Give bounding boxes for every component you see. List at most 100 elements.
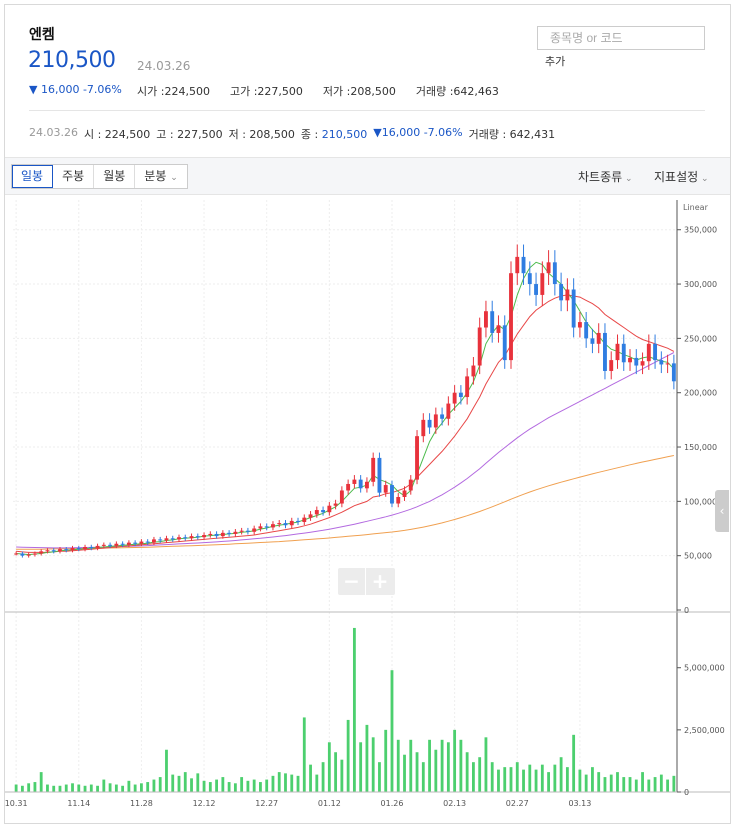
date-tick-label: 03.13 bbox=[568, 799, 591, 808]
candle-down bbox=[170, 538, 175, 540]
date-tick-label: 10.31 bbox=[5, 799, 28, 808]
volume-bar bbox=[340, 759, 344, 792]
candle-up bbox=[352, 479, 357, 484]
volume-bar bbox=[503, 767, 507, 792]
candle-down bbox=[264, 526, 269, 528]
volume-bar bbox=[190, 778, 193, 792]
volume-bar bbox=[547, 772, 550, 792]
zoom-out-button[interactable]: − bbox=[338, 568, 366, 595]
candle-up bbox=[101, 544, 106, 546]
candle-up bbox=[289, 520, 294, 526]
candle-up bbox=[126, 542, 131, 545]
candle-up bbox=[465, 376, 470, 398]
volume-bar bbox=[127, 780, 131, 792]
volume-bar bbox=[58, 785, 62, 792]
volume-bar bbox=[609, 774, 613, 792]
volume-bar bbox=[158, 777, 162, 792]
stock-search-input[interactable] bbox=[538, 27, 704, 49]
candle-up bbox=[152, 539, 156, 543]
candle-down bbox=[89, 546, 94, 549]
volume-bar bbox=[403, 754, 406, 792]
candle-down bbox=[653, 343, 658, 361]
candle-down bbox=[133, 542, 138, 544]
volume-bar bbox=[89, 784, 93, 792]
indicator-settings-menu[interactable]: 지표설정 ⌄ bbox=[654, 170, 709, 184]
candle-up bbox=[83, 546, 87, 550]
volume-bar bbox=[46, 784, 49, 792]
tab-weekly[interactable]: 주봉 bbox=[53, 165, 95, 188]
volume-bar bbox=[478, 757, 482, 792]
volume-bar bbox=[146, 782, 150, 792]
candle-up bbox=[628, 357, 632, 363]
volume-bar bbox=[265, 779, 269, 792]
volume-bar bbox=[296, 775, 300, 792]
date-tick-label: 02.13 bbox=[443, 799, 466, 808]
volume-bar bbox=[315, 774, 319, 792]
volume-bar bbox=[597, 772, 601, 792]
candle-up bbox=[640, 361, 645, 366]
price-tick-label: 0 bbox=[684, 606, 689, 615]
summary-close: 종 : 210,500 bbox=[300, 128, 368, 141]
summary-low: 저 : 208,500 bbox=[228, 128, 295, 141]
volume-bar bbox=[121, 785, 125, 792]
volume-bar bbox=[202, 780, 206, 792]
candle-down bbox=[490, 311, 495, 333]
date-tick-label: 01.26 bbox=[381, 799, 404, 808]
candle-up bbox=[408, 479, 413, 491]
chevron-left-icon: ‹ bbox=[719, 504, 725, 518]
tab-monthly[interactable]: 월봉 bbox=[94, 165, 136, 188]
volume-bar bbox=[177, 775, 181, 792]
volume-bar bbox=[327, 742, 331, 792]
candle-up bbox=[615, 343, 620, 361]
volume-bar bbox=[453, 729, 457, 792]
volume-bar bbox=[396, 739, 400, 792]
tab-minute[interactable]: 분봉 ⌄ bbox=[144, 169, 178, 183]
chart-type-menu[interactable]: 차트종류 ⌄ bbox=[578, 170, 633, 184]
candle-up bbox=[95, 545, 100, 549]
add-stock-link[interactable]: 추가 bbox=[545, 55, 566, 68]
volume-bar bbox=[102, 779, 106, 792]
candle-up bbox=[308, 514, 313, 518]
volume-bar bbox=[528, 764, 532, 792]
volume-bar bbox=[64, 784, 68, 792]
volume-bar bbox=[290, 774, 294, 792]
volume-bar bbox=[409, 739, 413, 792]
price-tick-label: 150,000 bbox=[684, 443, 717, 452]
candle-up bbox=[258, 526, 263, 529]
zoom-in-button[interactable]: + bbox=[371, 569, 389, 593]
volume-bar bbox=[440, 739, 444, 792]
summary-open: 시 : 224,500 bbox=[83, 128, 151, 141]
price-date: 24.03.26 bbox=[137, 59, 191, 73]
volume-bar bbox=[114, 784, 118, 792]
candle-down bbox=[559, 284, 564, 301]
candle-up bbox=[277, 523, 282, 525]
candle-down bbox=[195, 536, 200, 538]
summary-volume: 거래량 : 642,431 bbox=[468, 128, 556, 141]
price-tick-label: 250,000 bbox=[684, 334, 717, 343]
tab-daily[interactable]: 일봉 bbox=[12, 165, 54, 188]
stock-chart-svg[interactable]: Linear 350,000 300,000 250,000 200,000 150,0… bbox=[5, 196, 730, 824]
candle-up bbox=[540, 273, 545, 295]
divider bbox=[29, 110, 705, 111]
date-tick-label: 02.27 bbox=[506, 799, 529, 808]
candle-up bbox=[515, 256, 520, 274]
volume-bar bbox=[96, 785, 99, 792]
volume-bar bbox=[553, 764, 557, 792]
panel-toggle-handle[interactable]: ‹ bbox=[715, 490, 729, 532]
ma120-line bbox=[16, 455, 675, 550]
volume-bar bbox=[371, 737, 375, 792]
candle-up bbox=[339, 490, 344, 504]
volume-bar bbox=[183, 772, 187, 792]
stock-search-box[interactable] bbox=[537, 26, 705, 50]
volume-tick-label: 0 bbox=[684, 788, 689, 797]
candle-up bbox=[446, 403, 451, 419]
chart-area[interactable]: Linear 350,000 300,000 250,000 200,000 150,0… bbox=[5, 196, 730, 824]
candle-up bbox=[271, 524, 275, 528]
candle-up bbox=[314, 510, 319, 515]
volume-bar bbox=[603, 777, 607, 792]
volume-bar bbox=[165, 749, 168, 792]
candle-up bbox=[609, 360, 614, 371]
candle-up bbox=[14, 553, 19, 555]
volume-bar bbox=[421, 762, 425, 792]
volume-bar bbox=[378, 762, 381, 792]
